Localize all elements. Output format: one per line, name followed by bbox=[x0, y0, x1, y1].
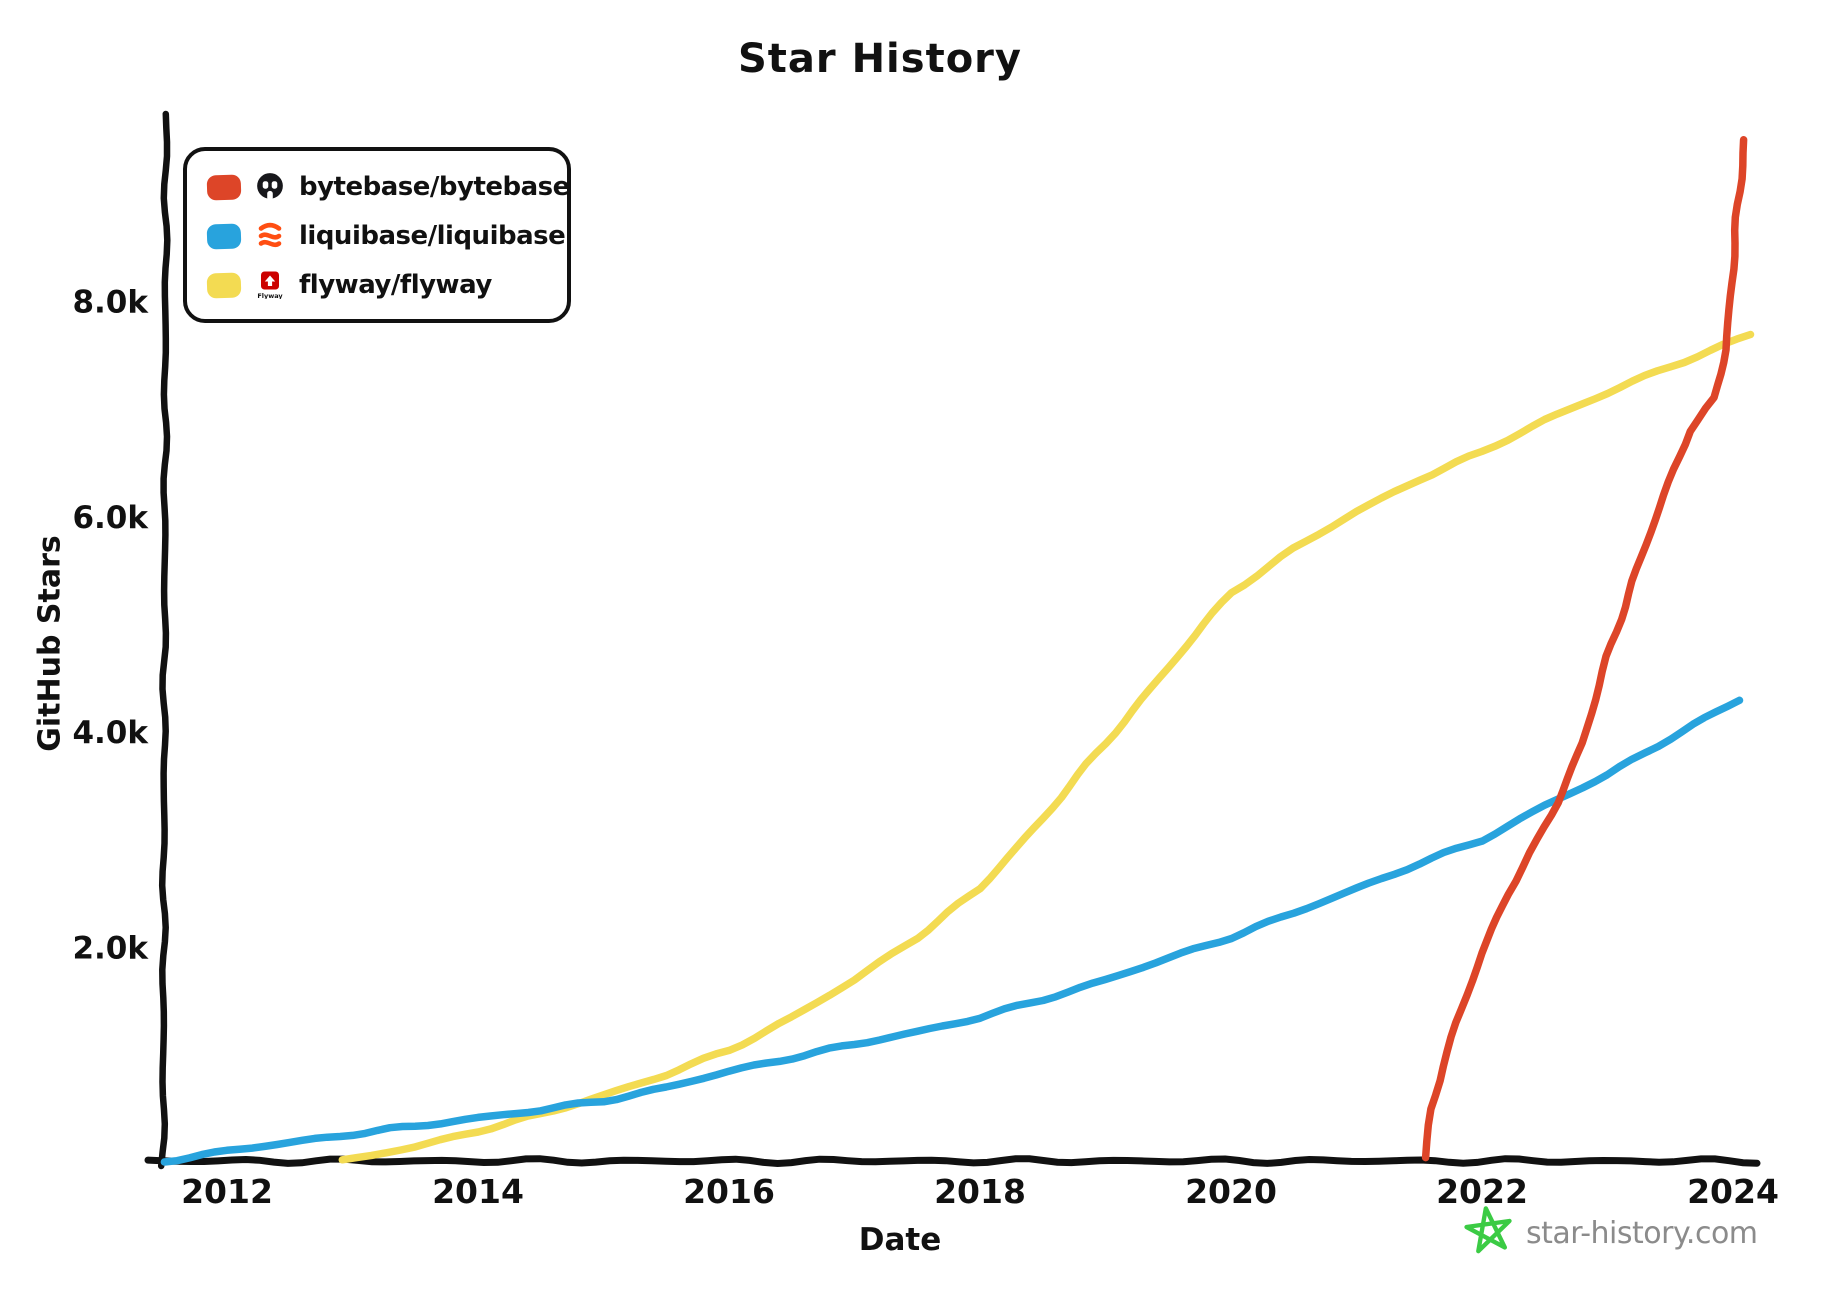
star-icon bbox=[1462, 1204, 1516, 1262]
series-line-liquibase-liquibase bbox=[160, 696, 1744, 1166]
y-axis-title: GitHub Stars bbox=[32, 535, 68, 752]
legend: bytebase/bytebase liquibase/liquibase Flyw… bbox=[183, 147, 571, 323]
legend-item-bytebase: bytebase/bytebase bbox=[206, 166, 570, 208]
legend-label: flyway/flyway bbox=[299, 270, 492, 300]
svg-text:Flyway: Flyway bbox=[257, 292, 283, 299]
legend-label: liquibase/liquibase bbox=[299, 221, 566, 251]
legend-item-flyway: Flyway flyway/flyway bbox=[206, 264, 549, 306]
x-tick-2012: 2012 bbox=[181, 1172, 273, 1211]
series-line-flyway-flyway bbox=[338, 330, 1755, 1164]
legend-label: bytebase/bytebase bbox=[299, 172, 570, 202]
y-axis-line bbox=[157, 110, 171, 1170]
y-tick-6.0k: 6.0k bbox=[72, 500, 149, 536]
y-tick-8.0k: 8.0k bbox=[72, 284, 149, 320]
x-tick-2016: 2016 bbox=[683, 1172, 775, 1211]
x-tick-2020: 2020 bbox=[1185, 1172, 1277, 1211]
x-tick-2014: 2014 bbox=[432, 1172, 524, 1211]
x-axis-title: Date bbox=[858, 1222, 942, 1258]
y-tick-4.0k: 4.0k bbox=[72, 715, 149, 751]
chart-title: Star History bbox=[738, 36, 1022, 82]
x-tick-2018: 2018 bbox=[934, 1172, 1026, 1211]
legend-swatch bbox=[206, 271, 242, 299]
legend-swatch bbox=[206, 222, 242, 250]
series-line-bytebase-bytebase bbox=[1421, 136, 1748, 1162]
y-tick-2.0k: 2.0k bbox=[72, 931, 149, 967]
flyway-logo-icon: Flyway bbox=[255, 270, 285, 300]
watermark: star-history.com bbox=[1462, 1204, 1758, 1262]
bytebase-logo-icon bbox=[255, 172, 285, 202]
liquibase-logo-icon bbox=[255, 221, 285, 251]
x-axis-line bbox=[144, 1155, 1761, 1168]
x-tick-2024: 2024 bbox=[1687, 1172, 1779, 1211]
x-tick-2022: 2022 bbox=[1436, 1172, 1528, 1211]
watermark-text[interactable]: star-history.com bbox=[1526, 1215, 1758, 1251]
legend-swatch bbox=[206, 173, 242, 201]
legend-item-liquibase: liquibase/liquibase bbox=[206, 215, 566, 257]
